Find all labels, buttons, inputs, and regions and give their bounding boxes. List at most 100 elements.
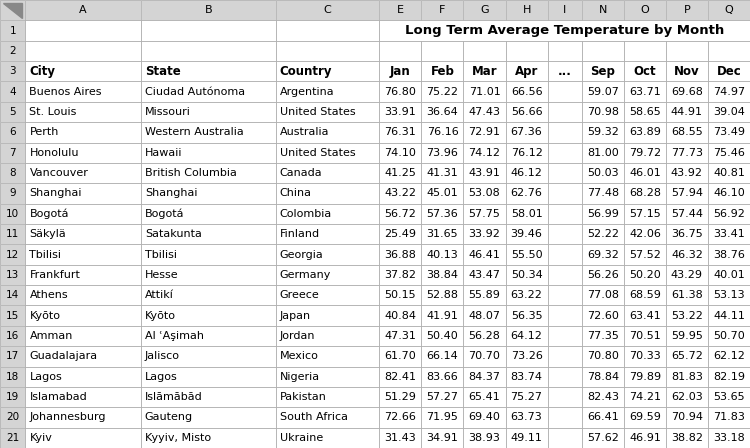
Text: Dec: Dec	[716, 65, 741, 78]
Bar	[276, 183, 380, 204]
Text: Säkylä: Säkylä	[29, 229, 66, 239]
Text: Shanghai: Shanghai	[145, 189, 197, 198]
Bar	[624, 387, 666, 407]
Text: Islāmābād: Islāmābād	[145, 392, 202, 402]
Text: 36.88: 36.88	[385, 250, 416, 259]
Bar	[276, 82, 380, 102]
Bar	[422, 428, 464, 448]
Bar	[506, 428, 548, 448]
Bar	[380, 0, 422, 20]
Bar	[422, 366, 464, 387]
Text: 76.80: 76.80	[385, 86, 416, 97]
Text: Kyōto: Kyōto	[29, 310, 61, 321]
Text: 44.11: 44.11	[713, 310, 745, 321]
Bar	[506, 102, 548, 122]
Bar	[624, 82, 666, 102]
Bar	[141, 102, 276, 122]
Text: Mexico: Mexico	[280, 351, 319, 362]
Text: 81.00: 81.00	[587, 148, 619, 158]
Bar	[666, 0, 708, 20]
Text: 72.91: 72.91	[469, 127, 500, 138]
Text: 84.37: 84.37	[469, 372, 500, 382]
Bar	[666, 224, 708, 244]
Text: 56.35: 56.35	[511, 310, 542, 321]
Text: C: C	[324, 5, 332, 15]
Text: 61.38: 61.38	[671, 290, 703, 300]
Text: 55.89: 55.89	[469, 290, 500, 300]
Bar	[0, 306, 26, 326]
Text: 63.89: 63.89	[629, 127, 661, 138]
Text: 65.41: 65.41	[469, 392, 500, 402]
Bar	[422, 346, 464, 366]
Bar	[506, 0, 548, 20]
Text: Al ʿAşimah: Al ʿAşimah	[145, 331, 204, 341]
Bar	[624, 407, 666, 428]
Bar	[0, 204, 26, 224]
Bar	[141, 163, 276, 183]
Bar	[548, 306, 582, 326]
Text: Kyōto: Kyōto	[145, 310, 176, 321]
Text: 53.22: 53.22	[671, 310, 703, 321]
Bar	[582, 142, 624, 163]
Bar	[380, 366, 422, 387]
Bar	[141, 224, 276, 244]
Text: ...: ...	[558, 65, 572, 78]
Bar	[0, 285, 26, 306]
Bar	[464, 102, 506, 122]
Bar	[141, 428, 276, 448]
Text: 75.27: 75.27	[511, 392, 542, 402]
Text: 74.97: 74.97	[713, 86, 745, 97]
Bar	[464, 0, 506, 20]
Text: 76.16: 76.16	[427, 127, 458, 138]
Bar	[422, 41, 464, 61]
Bar	[0, 224, 26, 244]
Text: 56.26: 56.26	[587, 270, 619, 280]
Text: 42.06: 42.06	[629, 229, 661, 239]
Bar	[548, 183, 582, 204]
Text: 19: 19	[6, 392, 20, 402]
Text: 8: 8	[10, 168, 16, 178]
Text: 59.07: 59.07	[587, 86, 619, 97]
Bar	[624, 183, 666, 204]
Bar	[141, 407, 276, 428]
Text: 68.59: 68.59	[629, 290, 661, 300]
Text: 52.22: 52.22	[586, 229, 619, 239]
Text: Attikí: Attikí	[145, 290, 174, 300]
Bar	[141, 183, 276, 204]
Bar	[26, 20, 141, 41]
Bar	[708, 224, 750, 244]
Bar	[506, 407, 548, 428]
Bar	[506, 183, 548, 204]
Bar	[0, 387, 26, 407]
Bar	[422, 224, 464, 244]
Bar	[26, 428, 141, 448]
Text: E: E	[397, 5, 404, 15]
Bar	[0, 102, 26, 122]
Bar	[548, 265, 582, 285]
Text: Shanghai: Shanghai	[29, 189, 82, 198]
Text: 50.15: 50.15	[385, 290, 416, 300]
Text: 49.11: 49.11	[511, 433, 542, 443]
Text: 71.83: 71.83	[713, 413, 745, 422]
Text: Japan: Japan	[280, 310, 310, 321]
Text: Ciudad Autónoma: Ciudad Autónoma	[145, 86, 245, 97]
Bar	[380, 265, 422, 285]
Text: 43.22: 43.22	[385, 189, 416, 198]
Text: Long Term Average Temperature by Month: Long Term Average Temperature by Month	[405, 24, 724, 37]
Text: 73.49: 73.49	[713, 127, 745, 138]
Bar	[708, 41, 750, 61]
Bar	[276, 224, 380, 244]
Bar	[422, 285, 464, 306]
Bar	[26, 224, 141, 244]
Text: 70.51: 70.51	[629, 331, 661, 341]
Bar	[0, 142, 26, 163]
Bar	[624, 122, 666, 142]
Bar	[380, 326, 422, 346]
Bar	[380, 183, 422, 204]
Bar	[708, 244, 750, 265]
Bar	[0, 41, 26, 61]
Text: 63.22: 63.22	[511, 290, 542, 300]
Bar	[276, 265, 380, 285]
Text: A: A	[80, 5, 87, 15]
Text: 69.40: 69.40	[469, 413, 500, 422]
